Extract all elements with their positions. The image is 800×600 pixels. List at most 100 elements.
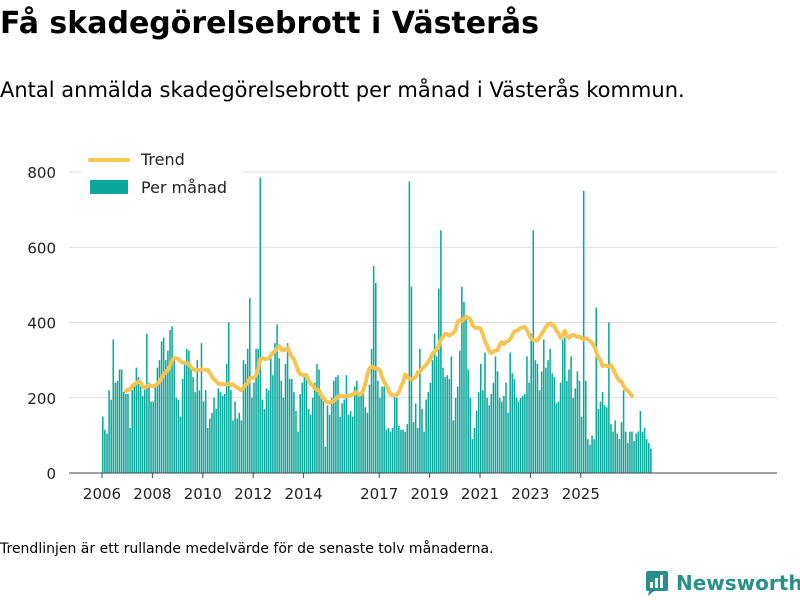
bar: [530, 333, 532, 473]
legend-bars-swatch: [90, 180, 128, 194]
bar: [354, 386, 356, 473]
bar: [631, 431, 633, 473]
bar: [160, 341, 163, 473]
bar: [461, 286, 463, 473]
bar: [259, 177, 262, 473]
bar: [181, 378, 184, 473]
bar: [490, 393, 493, 473]
bar: [362, 393, 364, 473]
bar: [387, 427, 390, 473]
bar: [305, 375, 308, 473]
bar: [368, 384, 371, 473]
bar: [517, 401, 520, 473]
bar: [637, 431, 640, 473]
bar: [427, 392, 430, 473]
bar: [547, 360, 549, 473]
bar: [154, 386, 157, 473]
bar: [322, 399, 325, 473]
bar: [133, 384, 136, 473]
bar: [433, 333, 436, 473]
bar: [559, 382, 562, 473]
bar: [383, 386, 385, 473]
bar: [272, 375, 274, 473]
bar: [297, 431, 299, 473]
bar: [293, 392, 295, 473]
bar: [192, 377, 194, 473]
bar: [648, 442, 650, 473]
x-tick-label: 2017: [360, 485, 398, 503]
bar: [257, 348, 259, 473]
bar: [299, 393, 301, 473]
bar: [129, 427, 131, 473]
bar: [360, 395, 362, 473]
bar: [137, 377, 140, 473]
bar: [146, 333, 148, 473]
bar: [150, 401, 152, 473]
bar-chart-logo-icon: [646, 571, 668, 596]
bar: [419, 348, 421, 473]
bar: [480, 363, 482, 473]
bar: [112, 339, 115, 473]
bar: [467, 369, 469, 473]
bar: [381, 386, 383, 473]
bar: [650, 448, 652, 473]
bar: [488, 405, 490, 473]
bar: [255, 348, 257, 473]
bar: [522, 395, 524, 473]
bar: [125, 393, 127, 473]
bar: [320, 395, 322, 473]
bar: [398, 425, 400, 473]
bar: [123, 392, 125, 473]
bar: [421, 409, 423, 473]
bar: [591, 435, 593, 474]
bar: [406, 424, 409, 473]
x-tick-label: 2019: [411, 485, 449, 503]
bar: [440, 230, 442, 473]
newsworthy-logo[interactable]: Newsworthy: [644, 568, 800, 598]
bar: [545, 367, 547, 473]
bar: [356, 380, 358, 473]
bar: [526, 356, 528, 473]
bar: [326, 405, 329, 473]
bar: [370, 348, 373, 473]
bar: [209, 418, 211, 473]
bar: [635, 433, 637, 473]
bar: [595, 307, 598, 473]
bar: [463, 301, 465, 473]
bar: [587, 439, 589, 473]
bar: [217, 388, 220, 473]
bar: [511, 373, 514, 473]
bar: [568, 369, 570, 473]
bar: [494, 356, 497, 473]
bar: [301, 382, 304, 473]
y-tick-label: 0: [46, 465, 56, 483]
bar: [624, 431, 627, 473]
y-tick-label: 600: [27, 239, 56, 257]
bar: [106, 433, 108, 473]
bar: [162, 337, 165, 473]
bar: [341, 403, 343, 473]
x-tick-label: 2012: [234, 485, 272, 503]
bar: [316, 363, 318, 473]
bar: [454, 397, 457, 473]
bar: [202, 401, 205, 473]
bar: [328, 414, 331, 473]
bar: [534, 360, 537, 473]
bar: [183, 363, 186, 473]
bar: [108, 390, 110, 473]
bar: [519, 397, 522, 473]
bar: [576, 371, 579, 473]
bar: [408, 181, 411, 473]
bar: [639, 410, 642, 473]
y-tick-label: 400: [27, 315, 56, 333]
bar: [578, 380, 581, 473]
legend: Trend Per månad: [82, 146, 242, 202]
bar: [242, 360, 245, 473]
bar: [564, 337, 566, 473]
legend-trend-label: Trend: [140, 150, 185, 169]
bar: [496, 371, 499, 473]
bar: [477, 392, 480, 473]
bar: [303, 375, 306, 473]
bar: [261, 399, 264, 473]
bar: [498, 397, 501, 473]
